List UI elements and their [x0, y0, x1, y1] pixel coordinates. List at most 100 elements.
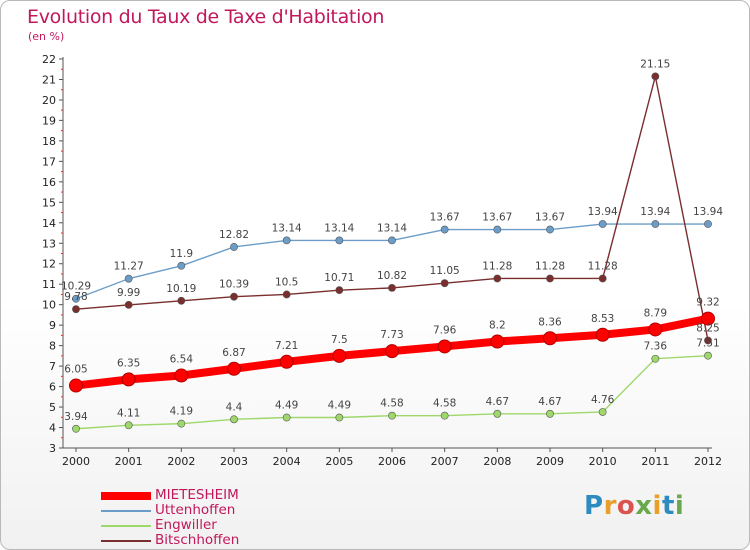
data-label: 9.99	[117, 287, 140, 299]
data-point	[69, 378, 83, 393]
data-point	[279, 354, 294, 369]
y-tick-label: 22	[42, 53, 56, 66]
data-point	[493, 225, 502, 234]
data-point	[282, 413, 291, 422]
x-tick-label: 2008	[483, 455, 511, 468]
data-label: 13.94	[693, 206, 723, 218]
y-tick-label: 15	[42, 196, 56, 209]
data-point	[651, 220, 660, 228]
data-point	[543, 331, 557, 346]
data-point	[704, 351, 712, 360]
legend-label: MIETESHEIM	[155, 487, 239, 503]
data-point	[546, 409, 554, 418]
legend-swatch	[101, 524, 151, 527]
x-tick-label: 2009	[536, 455, 564, 468]
data-point	[704, 220, 712, 228]
data-point	[335, 286, 344, 295]
data-label: 13.67	[482, 212, 512, 224]
logo-letter: i	[652, 491, 662, 521]
x-tick-label: 2004	[273, 455, 301, 468]
legend-swatch	[101, 491, 151, 500]
y-tick-label: 21	[42, 73, 56, 86]
data-label: 10.29	[61, 281, 91, 293]
y-tick-label: 19	[42, 114, 56, 127]
y-tick-label: 17	[42, 155, 56, 168]
data-label: 13.67	[430, 212, 460, 224]
y-tick-label: 14	[42, 217, 56, 230]
y-tick-label: 13	[42, 237, 56, 250]
logo-letter: i	[674, 491, 685, 521]
legend-label: Uttenhoffen	[155, 502, 236, 518]
data-label: 6.87	[222, 347, 245, 359]
legend-label: Engwiller	[155, 517, 217, 533]
data-label: 10.82	[377, 270, 407, 282]
logo-letter: r	[603, 491, 617, 521]
data-point	[177, 296, 186, 305]
data-label: 6.05	[64, 364, 87, 376]
data-label: 4.76	[591, 394, 615, 406]
data-point	[598, 408, 607, 416]
series-uttenhoffen	[72, 220, 712, 303]
data-label: 11.27	[114, 261, 144, 273]
data-label: 9.32	[696, 297, 719, 309]
logo-letter: x	[635, 491, 653, 521]
series-engwiller	[72, 351, 712, 433]
data-point	[701, 311, 715, 326]
x-tick-label: 2001	[115, 455, 143, 468]
data-label: 7.21	[275, 340, 298, 352]
data-label: 6.35	[117, 357, 140, 369]
data-label: 11.9	[170, 248, 193, 260]
data-point	[388, 411, 396, 420]
data-point	[388, 236, 396, 245]
data-point	[332, 348, 347, 363]
data-label: 21.15	[640, 58, 670, 70]
data-label: 13.14	[272, 222, 302, 234]
y-tick-label: 11	[42, 278, 56, 291]
data-point	[230, 415, 238, 424]
data-label: 4.67	[486, 396, 509, 408]
data-point	[651, 72, 660, 81]
y-tick-label: 4	[49, 422, 56, 435]
data-point	[493, 409, 502, 418]
data-point	[177, 261, 186, 270]
y-tick-label: 18	[42, 135, 56, 148]
chart-value-labels: 10.29 11.27 11.9 12.82 13.14 13.14 13.14 13.67 1…	[61, 58, 723, 422]
x-tick-label: 2006	[378, 455, 406, 468]
data-point	[227, 361, 241, 376]
data-point	[72, 294, 80, 303]
data-point	[440, 411, 449, 420]
data-point	[335, 413, 344, 422]
y-tick-label: 6	[49, 381, 56, 394]
chart-series	[69, 72, 715, 433]
data-label: 7.36	[644, 341, 668, 353]
x-tick-label: 2000	[62, 455, 90, 468]
legend-label: Bitschhoffen	[155, 532, 240, 548]
data-point	[72, 424, 80, 433]
data-label: 4.19	[170, 406, 193, 418]
legend-swatch	[101, 509, 151, 512]
y-tick-label: 9	[49, 319, 56, 332]
data-point	[174, 368, 189, 383]
series-bitschhoffen	[72, 72, 712, 345]
data-point	[282, 236, 291, 245]
series-mietesheim	[69, 311, 715, 393]
data-label: 8.79	[644, 307, 667, 319]
data-point	[648, 322, 663, 337]
data-label: 10.19	[166, 283, 196, 295]
data-point	[230, 243, 238, 251]
y-tick-label: 20	[42, 94, 56, 107]
logo-letter: o	[616, 491, 636, 521]
data-point	[177, 419, 186, 428]
data-label: 10.71	[324, 272, 354, 284]
data-label: 7.51	[696, 338, 719, 350]
data-point	[440, 279, 449, 288]
data-label: 4.4	[226, 401, 243, 413]
data-point	[72, 305, 80, 314]
data-point	[385, 344, 399, 359]
data-label: 10.5	[275, 276, 298, 288]
data-label: 8.36	[538, 316, 562, 328]
data-label: 8.2	[489, 320, 506, 332]
data-point	[493, 274, 502, 283]
